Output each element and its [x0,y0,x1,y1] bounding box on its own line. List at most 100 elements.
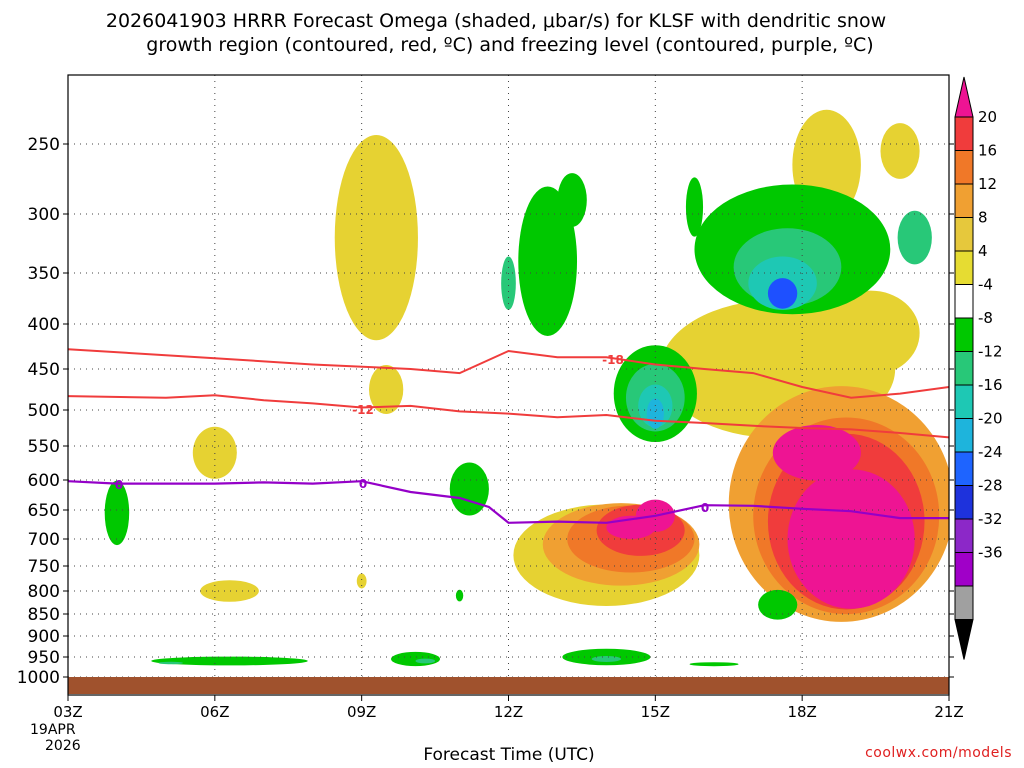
dgz-minus12-label: -12 [352,403,374,417]
colorbar-segment [954,451,974,486]
colorbar-label: 20 [978,108,997,126]
colorbar-label: -36 [978,544,1003,562]
colorbar-label: -16 [978,376,1003,394]
colorbar-label: -20 [978,410,1003,428]
omega-cell [758,589,798,620]
y-tick-label: 850 [28,605,60,625]
colorbar-segment [954,485,974,520]
omega-cell [518,186,578,336]
colorbar-label: -8 [978,309,993,327]
colorbar-segment [954,384,974,419]
y-tick-label: 350 [28,264,60,284]
freezing-level-label: 0 [115,478,123,492]
dgz-minus12-contour [68,394,949,439]
y-tick-label: 1000 [17,668,60,688]
dgz-minus18-contour [68,348,949,399]
omega-cell [151,656,308,666]
omega-cell [689,662,739,667]
omega-cell [334,135,418,341]
colorbar-segment [954,418,974,453]
omega-cell [415,658,436,664]
x-tick-label: 12Z [494,703,523,721]
contour-labels: -18 -12 0 0 0 [115,353,709,515]
x-tick-label: 06Z [200,703,229,721]
y-tick-label: 750 [28,557,60,577]
colorbar-label: -32 [978,510,1003,528]
dgz-minus18-label: -18 [602,353,624,367]
date-label-year: 2026 [45,738,81,754]
ground-strip [68,677,949,694]
chart-title-line-1: 2026041903 HRRR Forecast Omega (shaded, … [106,10,886,32]
colorbar-label: -28 [978,477,1003,495]
colorbar-segment [954,317,974,352]
omega-cell [501,256,516,310]
colorbar-segment [954,552,974,587]
omega-cell [897,210,932,265]
x-tick-label: 09Z [347,703,376,721]
colorbar-segment [954,217,974,252]
y-tick-label: 400 [28,315,60,335]
x-axis-title: Forecast Time (UTC) [423,745,594,765]
omega-cell [455,589,464,602]
x-axis: 03Z 06Z 09Z 12Z 15Z 18Z 21Z [53,695,964,721]
colorbar-label: 8 [978,209,988,227]
y-tick-label: 250 [28,135,60,155]
y-tick-label: 450 [28,360,60,380]
omega-cell [200,580,259,602]
colorbar-segment [954,150,974,185]
colorbar-bottom-arrow [954,619,974,660]
omega-cell [158,661,184,665]
omega-cell [557,173,587,227]
y-tick-label: 700 [28,530,60,550]
colorbar-segment [954,284,974,319]
y-tick-label: 500 [28,401,60,421]
colorbar-top-arrow [954,76,974,118]
omega-cell [391,651,440,667]
colorbar-segment [954,183,974,218]
colorbar-segment [954,250,974,285]
omega-cell [449,462,489,516]
y-tick-label: 950 [28,648,60,668]
y-tick-label: 550 [28,437,60,457]
colorbar-label: -24 [978,443,1003,461]
y-tick-label: 300 [28,205,60,225]
freezing-level-label-2: 0 [359,477,367,491]
freezing-level-contour [68,480,949,524]
date-label-day: 19APR [30,722,76,738]
colorbar-segment [954,351,974,386]
x-tick-label: 18Z [787,703,816,721]
colorbar-segment [954,518,974,553]
omega-cell [646,398,664,429]
colorbar-label: -4 [978,276,993,294]
gridlines [68,75,949,678]
x-tick-label: 03Z [53,703,82,721]
colorbar-label: 12 [978,175,997,193]
colorbar-segment [954,116,974,151]
x-tick-label: 15Z [641,703,670,721]
y-tick-label: 900 [28,627,60,647]
omega-cell [104,480,130,546]
omega-shading [104,109,949,667]
x-tick-label: 21Z [934,703,963,721]
chart-title-line-2: growth region (contoured, red, ºC) and f… [146,34,873,56]
y-tick-label: 800 [28,582,60,602]
omega-cell [369,364,404,415]
y-tick-label: 600 [28,471,60,491]
colorbar: 20 16 12 8 4 -4 -8 -12 -16 -20 -24 -28 -32 -36 [954,76,1003,660]
freezing-level-label-3: 0 [701,501,709,515]
omega-cell [356,573,367,589]
credit-watermark: coolwx.com/models [865,745,1012,761]
omega-cell [787,469,915,609]
omega-cell [591,655,622,663]
omega-cell [767,278,798,309]
temperature-contours [68,348,949,524]
colorbar-label: 16 [978,142,997,160]
y-axis: 2503003504004505005506006507007508008509… [17,135,954,688]
y-tick-label: 650 [28,501,60,521]
omega-cell [685,177,704,237]
colorbar-label: 4 [978,242,988,260]
omega-cell [821,290,920,376]
omega-cell [880,123,920,179]
omega-cell [192,426,237,479]
